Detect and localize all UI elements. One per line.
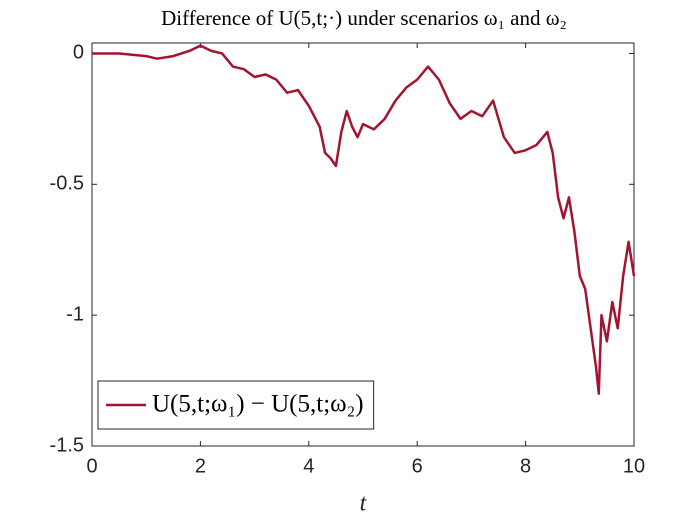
y-tick-label: -1: [66, 303, 84, 325]
y-tick-label: -0.5: [50, 173, 84, 195]
x-tick-label: 8: [520, 455, 531, 477]
x-tick-label: 4: [303, 455, 314, 477]
x-tick-label: 10: [623, 455, 645, 477]
y-tick-label: 0: [73, 42, 84, 64]
chart-title: Difference of U(5,t;·) under scenarios ω…: [161, 6, 567, 30]
y-tick-label: -1.5: [50, 434, 84, 456]
x-tick-label: 0: [86, 455, 97, 477]
x-axis-label: t: [360, 491, 368, 517]
plot-area: [91, 42, 635, 447]
legend-label: U(5,t;ω₁) − U(5,t;ω₂): [152, 391, 364, 418]
data-line: [92, 44, 636, 395]
legend: U(5,t;ω₁) − U(5,t;ω₂): [97, 380, 375, 430]
x-tick-label: 2: [195, 455, 206, 477]
x-tick-label: 6: [412, 455, 423, 477]
